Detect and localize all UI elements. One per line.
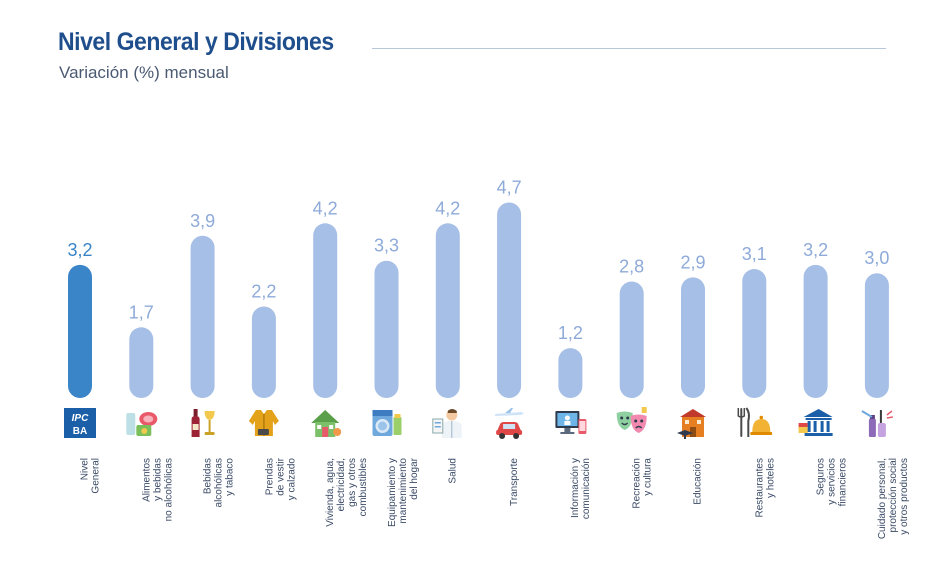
bar [190,235,215,398]
bar [497,202,522,398]
value-label: 4,2 [435,198,460,218]
category-label-text: Prendas de vestir y calzado [263,458,297,501]
value-label: 4,2 [313,198,338,218]
cutlery-cloche-icon [737,407,773,438]
category-label-text: Cuidado personal, protección social y ot… [876,458,910,540]
bar [68,264,92,398]
category-label-text: Información y comunicación [570,458,593,520]
category-label: Alimentos y bebidas no alcohólicas [127,458,174,521]
category-label-text: Equipamiento y mantenimiento del hogar [386,458,420,527]
food-icon [126,412,158,436]
bar [803,264,828,398]
category-label: Cuidado personal, protección social y ot… [863,458,910,539]
school-building-icon [677,409,706,439]
category-label-text: Seguros y servicios financieros [815,458,849,507]
value-label: 3,1 [742,244,767,264]
category-label: Información y comunicación [556,458,592,519]
value-label: 2,8 [619,257,644,277]
value-label: 3,2 [803,240,828,260]
category-label-text: Salud [447,458,459,484]
category-label: Educación [679,458,704,505]
category-label: Prendas de vestir y calzado [250,458,297,500]
value-label: 1,2 [558,323,583,343]
bar [129,327,154,398]
category-label: Seguros y servicios financieros [802,458,849,506]
category-label-text: Educación [693,458,704,505]
category-label-text: Nivel General [80,458,102,494]
category-label: Transporte [495,458,520,506]
doctor-icon [432,408,463,439]
bar [374,260,399,398]
value-label: 3,3 [374,236,399,256]
category-label: Vivienda, agua, electricidad, gas y otro… [311,458,369,527]
title-rule [372,48,886,49]
value-label: 2,9 [680,252,705,272]
value-label: 2,2 [251,281,276,301]
jacket-icon [248,409,280,437]
value-label: 4,7 [497,177,522,197]
category-label-text: Alimentos y bebidas no alcohólicas [141,458,175,522]
value-label: 3,0 [864,248,889,268]
cosmetics-icon [860,409,894,438]
category-label-text: Bebidas alcohólicas y tabaco [202,458,236,508]
category-label-text: Recreación y cultura [631,458,654,509]
chart-title: Nivel General y Divisiones [58,28,334,56]
bar [681,277,705,398]
category-label: Bebidas alcohólicas y tabaco [189,458,236,507]
category-label: Nivel General [66,458,102,494]
category-label-text: Transporte [509,458,521,506]
category-label: Recreación y cultura [618,458,654,509]
bar [251,306,276,398]
category-label: Restaurantes y hoteles [740,458,776,517]
house-icon [311,410,342,437]
category-label-text: Restaurantes y hoteles [754,458,777,518]
value-label: 1,7 [129,302,154,322]
bar [864,273,889,398]
value-labels-layer: 3,2 1,7 3,9 2,2 4,2 3,3 4,2 4,7 1,2 2,8 2,9 3,1 3,2 3… [67,177,889,343]
category-label: Salud [434,458,459,484]
wine-bottle-icon [191,409,215,437]
theater-masks-icon [616,406,648,434]
washing-machine-icon [372,410,402,436]
bar [742,269,767,398]
category-label-text: Vivienda, agua, electricidad, gas y otro… [325,458,370,527]
bar [558,348,583,398]
computer-phone-icon [555,411,587,434]
chart-subtitle: Variación (%) mensual [59,63,229,82]
car-plane-icon [495,408,525,439]
bar [435,223,460,398]
bars-layer [68,202,889,398]
icons-layer [64,406,894,439]
category-label: Equipamiento y mantenimiento del hogar [373,458,420,527]
bar [619,281,644,398]
value-label: 3,2 [67,240,92,260]
ipc-ba-logo-icon [64,408,96,438]
bank-icon [798,409,833,436]
value-label: 3,9 [190,211,215,231]
bar [313,223,338,398]
